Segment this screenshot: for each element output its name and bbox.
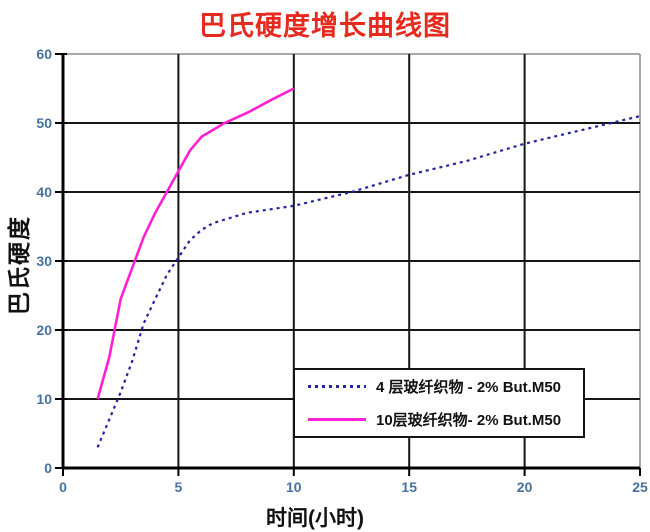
x-axis-title: 时间(小时) xyxy=(266,507,364,530)
legend-label-4layer: 4 层玻纤织物 - 2% But.M50 xyxy=(376,379,562,396)
y-tick-label: 20 xyxy=(36,322,52,338)
legend-item-4layer: 4 层玻纤织物 - 2% But.M50 xyxy=(295,370,583,403)
legend-item-10layer: 10层玻纤织物- 2% But.M50 xyxy=(295,403,583,436)
x-tick-label: 0 xyxy=(59,479,67,495)
y-tick-label: 0 xyxy=(44,460,52,476)
x-tick-label: 10 xyxy=(286,479,302,495)
y-tick-label: 40 xyxy=(36,184,52,200)
y-tick-label: 60 xyxy=(36,46,52,62)
legend-label-10layer: 10层玻纤织物- 2% But.M50 xyxy=(376,412,562,429)
legend-dotted-line-icon xyxy=(308,385,366,388)
legend-solid-line-icon xyxy=(308,418,366,421)
x-tick-label: 5 xyxy=(175,479,183,495)
series-line-1 xyxy=(96,87,295,400)
y-tick-label: 50 xyxy=(36,115,52,131)
y-axis-title: 巴氏硬度 xyxy=(6,215,32,315)
x-tick-label: 20 xyxy=(517,479,533,495)
series-line-0 xyxy=(96,115,641,448)
x-tick-label: 15 xyxy=(401,479,417,495)
legend-box: 4 层玻纤织物 - 2% But.M50 10层玻纤织物- 2% But.M50 xyxy=(293,368,585,438)
x-tick-label: 25 xyxy=(632,479,648,495)
y-tick-label: 10 xyxy=(36,391,52,407)
y-tick-label: 30 xyxy=(36,253,52,269)
chart-title: 巴氏硬度增长曲线图 xyxy=(199,11,451,41)
